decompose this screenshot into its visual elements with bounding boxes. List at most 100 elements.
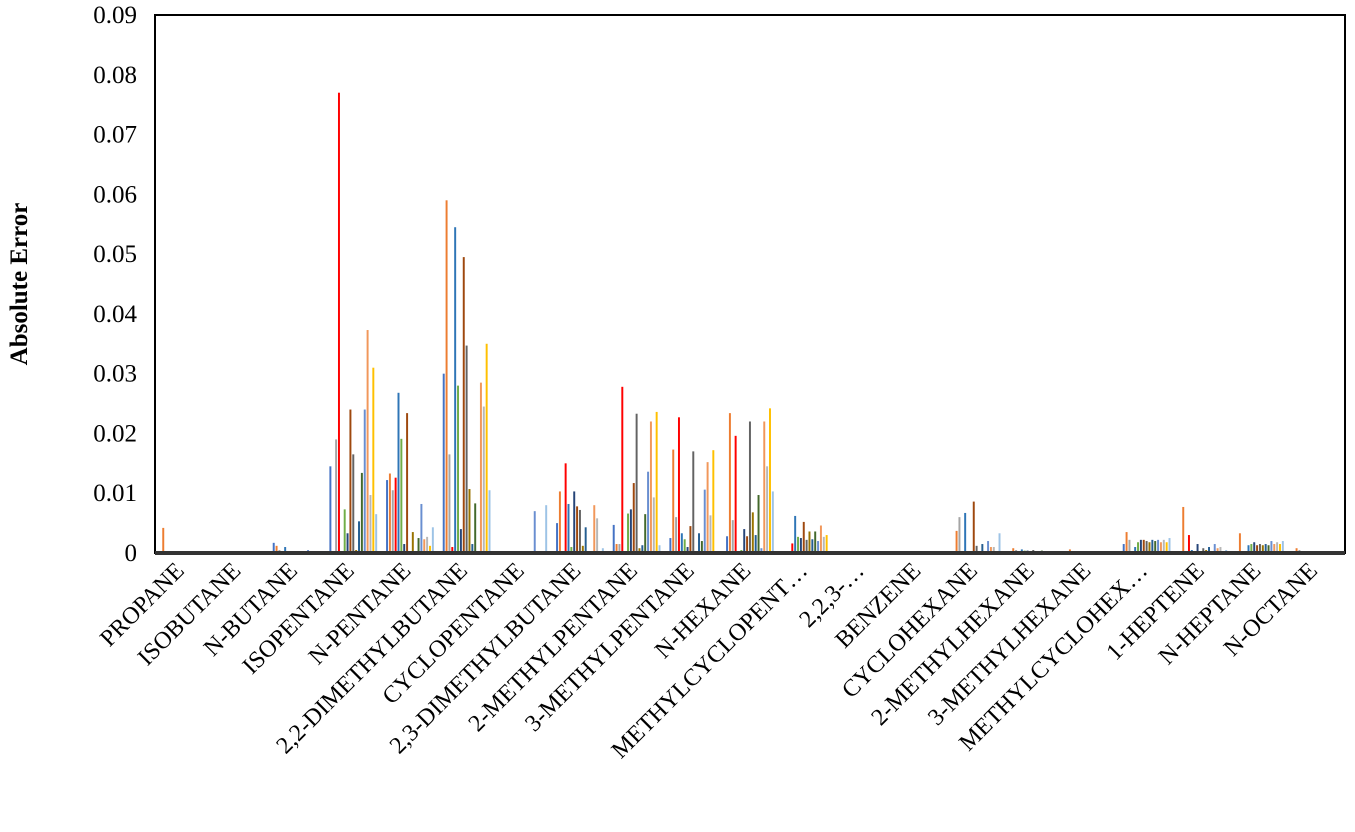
- bar: [958, 517, 961, 553]
- bar: [442, 373, 445, 553]
- bar: [627, 513, 630, 553]
- bar: [1137, 542, 1140, 553]
- bar: [1273, 544, 1276, 553]
- bar: [757, 495, 760, 553]
- bar: [369, 495, 372, 553]
- bar: [474, 503, 477, 553]
- bar: [638, 548, 641, 553]
- bar: [1208, 547, 1210, 553]
- bar: [751, 512, 754, 553]
- bar: [728, 413, 731, 553]
- bar: [448, 454, 451, 553]
- bar: [346, 533, 349, 553]
- bar: [556, 523, 559, 553]
- bar: [998, 533, 1001, 553]
- bar: [618, 544, 621, 553]
- bar: [669, 538, 672, 553]
- bar: [570, 547, 573, 553]
- bar: [644, 514, 647, 553]
- bar: [420, 503, 423, 553]
- bar: [1216, 548, 1219, 553]
- bar: [766, 466, 769, 553]
- bar: [652, 497, 655, 553]
- bar: [706, 462, 709, 553]
- bar: [629, 509, 632, 553]
- bar-group: [159, 92, 1341, 554]
- bar: [981, 544, 984, 553]
- bar: [1142, 539, 1145, 553]
- bar: [1165, 542, 1168, 553]
- bar: [698, 533, 700, 553]
- bar: [417, 538, 420, 553]
- bar: [451, 547, 454, 553]
- bar: [275, 545, 278, 553]
- bar: [822, 536, 825, 553]
- bar: [992, 547, 995, 553]
- bar: [372, 367, 375, 553]
- y-tick-label: 0.08: [93, 62, 137, 89]
- bar: [533, 511, 536, 553]
- bar: [771, 491, 774, 553]
- bar: [763, 421, 766, 553]
- bar: [649, 421, 652, 553]
- y-tick-label: 0.06: [93, 181, 137, 208]
- bar: [337, 92, 340, 553]
- bar: [426, 536, 429, 553]
- x-axis-labels: PROPANEISOBUTANEN-BUTANEISOPENTANEN-PENT…: [95, 558, 1322, 764]
- y-tick-label: 0: [125, 540, 138, 567]
- bar: [1253, 542, 1256, 553]
- bar: [814, 531, 817, 553]
- bar: [825, 535, 828, 553]
- y-axis-title: Absolute Error: [6, 203, 33, 366]
- bar: [545, 505, 548, 553]
- bar: [769, 408, 771, 553]
- bar: [712, 450, 715, 553]
- bar: [1145, 541, 1148, 553]
- bar: [677, 417, 680, 553]
- bar: [1122, 544, 1125, 553]
- bar: [1187, 535, 1190, 553]
- bar: [482, 406, 485, 553]
- bar: [703, 489, 706, 553]
- bar: [734, 435, 737, 553]
- bar: [1151, 539, 1154, 553]
- bar: [343, 509, 346, 553]
- bar: [454, 227, 457, 553]
- bar: [403, 544, 406, 553]
- bar: [1264, 544, 1267, 553]
- bar: [700, 541, 703, 553]
- bar: [1202, 548, 1205, 553]
- bar: [272, 542, 275, 553]
- bar: [1012, 548, 1015, 553]
- y-tick-label: 0.01: [93, 480, 137, 507]
- bar: [760, 548, 763, 553]
- bar: [612, 524, 615, 553]
- bar: [989, 547, 992, 553]
- bar: [1168, 538, 1171, 553]
- y-tick-label: 0.03: [93, 361, 137, 388]
- bar: [375, 514, 378, 553]
- bar: [1162, 539, 1165, 553]
- bar: [462, 257, 465, 553]
- bar: [811, 539, 814, 553]
- bar: [1261, 545, 1264, 553]
- bar: [686, 547, 689, 553]
- bar: [955, 530, 958, 553]
- bar: [479, 382, 482, 553]
- y-tick-label: 0.04: [93, 301, 137, 328]
- bar: [975, 545, 978, 553]
- bar: [987, 541, 990, 553]
- bar: [754, 535, 757, 553]
- bar: [817, 541, 820, 553]
- bar: [658, 545, 661, 553]
- bar: [488, 490, 491, 553]
- bar: [1157, 539, 1160, 553]
- bar: [680, 533, 683, 553]
- bar: [797, 536, 800, 553]
- bar: [621, 386, 624, 553]
- bar: [683, 539, 686, 553]
- bar: [1196, 544, 1199, 553]
- bar: [731, 520, 734, 553]
- bar: [791, 543, 794, 553]
- bar: [1250, 544, 1253, 553]
